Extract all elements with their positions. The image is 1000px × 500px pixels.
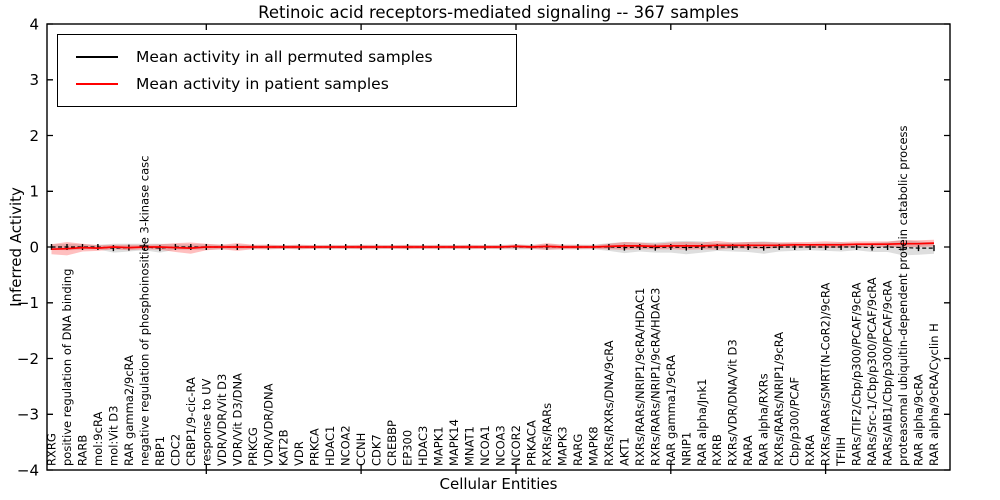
y-axis-title: Inferred Activity: [7, 187, 25, 307]
y-tick-label: −1: [17, 294, 39, 312]
chart-title: Retinoic acid receptors-mediated signali…: [258, 3, 739, 22]
x-tick-label: RARG: [571, 434, 585, 466]
legend-label-permuted: Mean activity in all permuted samples: [136, 47, 433, 66]
legend-line-patient-icon: [76, 82, 118, 85]
x-tick-label: mol:Vit D3: [106, 406, 120, 466]
x-tick-label: AKT1: [617, 437, 631, 466]
x-tick-label: RBP1: [153, 436, 167, 466]
x-tick-label: PRKACA: [525, 420, 539, 466]
legend-entry-patient: Mean activity in patient samples: [68, 70, 506, 97]
y-tick-label: −2: [17, 350, 39, 368]
y-tick-label: −4: [17, 461, 39, 479]
x-tick-label: KAT2B: [277, 429, 291, 466]
x-tick-label: proteasomal ubiquitin-dependent protein …: [896, 125, 910, 466]
x-tick-label: Cbp/p300/PCAF: [788, 377, 802, 466]
x-tick-label: RARs/TIF2/Cbp/p300/PCAF/9cRA: [850, 282, 864, 466]
y-tick-label: 0: [29, 238, 39, 256]
x-tick-label: RXRs/RARs/NRIP1/9cRA/HDAC3: [648, 288, 662, 466]
x-axis-title: Cellular Entities: [439, 475, 558, 493]
y-tick-label: 2: [29, 127, 39, 145]
x-tick-label: RXRA: [803, 435, 817, 466]
y-tick-label: 4: [29, 15, 39, 33]
x-tick-label: MNAT1: [463, 426, 477, 466]
x-tick-label: VDR/VDR/Vit D3: [215, 374, 229, 466]
x-tick-label: NRIP1: [679, 432, 693, 466]
x-tick-label: RAR alpha/9cRA: [912, 374, 926, 466]
x-tick-label: HDAC3: [416, 426, 430, 466]
x-tick-label: RARs/AIB1/Cbp/p300/PCAF/9cRA: [881, 280, 895, 466]
x-tick-label: RAR alpha/RXRs: [757, 373, 771, 466]
x-tick-label: RXRs/RXRs/DNA/9cRA: [602, 340, 616, 466]
x-tick-label: NCOA1: [478, 425, 492, 466]
x-tick-label: negative regulation of phosphoinositide …: [137, 156, 151, 467]
x-tick-label: RAR gamma1/9cRA: [664, 355, 678, 466]
x-tick-label: VDR/Vit D3/DNA: [230, 373, 244, 466]
x-tick-label: RXRG: [45, 433, 59, 466]
x-tick-label: NCOA2: [339, 425, 353, 466]
x-tick-label: PRKCA: [308, 428, 322, 466]
x-tick-label: VDR: [292, 441, 306, 466]
x-tick-label: NCOA3: [494, 425, 508, 466]
x-tick-label: CCNH: [354, 433, 368, 466]
x-tick-label: TFIIH: [834, 437, 848, 467]
x-tick-label: CRBP1/9-cic-RA: [184, 377, 198, 466]
x-tick-label: CREBBP: [385, 420, 399, 466]
x-tick-label: RXRB: [710, 434, 724, 466]
x-tick-label: CDK7: [370, 434, 384, 466]
legend: Mean activity in all permuted samples Me…: [57, 34, 517, 107]
y-tick-label: −3: [17, 406, 39, 424]
x-tick-label: MAPK1: [432, 426, 446, 466]
x-tick-label: RAR alpha/Jnk1: [695, 379, 709, 466]
x-tick-label: CDC2: [168, 434, 182, 466]
x-tick-label: MAPK3: [555, 426, 569, 466]
x-tick-label: RAR alpha/9cRA/Cyclin H: [927, 323, 941, 466]
x-tick-label: RXRs/RARs/SMRT(N-CoR2)/9cRA: [819, 282, 833, 466]
x-tick-label: HDAC1: [323, 426, 337, 466]
x-tick-label: RARA: [741, 435, 755, 466]
x-tick-label: PRKCG: [246, 427, 260, 466]
y-tick-label: 3: [29, 71, 39, 89]
x-tick-label: RARs/Src-1/Cbp/p300/PCAF/9cRA: [865, 277, 879, 466]
legend-entry-permuted: Mean activity in all permuted samples: [68, 43, 506, 70]
x-tick-label: EP300: [401, 430, 415, 466]
x-tick-label: VDR/VDR/DNA: [261, 383, 275, 466]
legend-label-patient: Mean activity in patient samples: [136, 74, 389, 93]
x-tick-label: RXRs/VDR/DNA/Vit D3: [726, 339, 740, 466]
x-tick-label: RAR gamma2/9cRA: [122, 355, 136, 466]
x-tick-label: NCOR2: [509, 425, 523, 466]
x-tick-label: mol:9cRA: [91, 412, 105, 466]
x-tick-label: positive regulation of DNA binding: [60, 269, 74, 466]
permuted-mean-line: [51, 246, 934, 249]
x-tick-label: RARB: [76, 435, 90, 466]
patient-mean-line: [51, 242, 935, 251]
x-tick-label: RXRs/RARs/NRIP1/9cRA/HDAC1: [633, 288, 647, 466]
x-tick-label: RXRs/RARs/NRIP1/9cRA: [772, 332, 786, 466]
x-tick-label: RXRs/RARs: [540, 403, 554, 466]
x-tick-label: response to UV: [199, 378, 213, 466]
x-tick-label: MAPK8: [586, 426, 600, 466]
x-tick-label: MAPK14: [447, 419, 461, 466]
legend-line-permuted-icon: [76, 55, 118, 58]
y-tick-label: 1: [29, 183, 39, 201]
